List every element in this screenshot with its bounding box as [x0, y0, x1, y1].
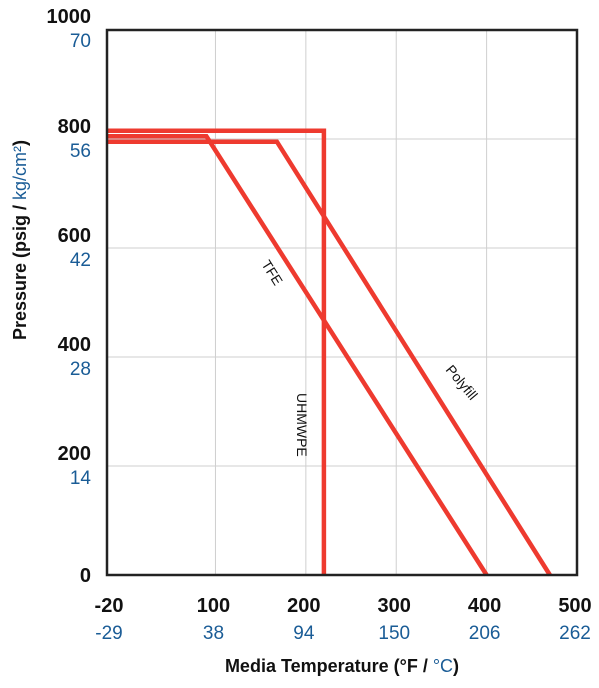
y-axis-title-secondary: kg/cm²: [10, 146, 30, 200]
x-axis-title: Media Temperature (°F / °C): [225, 656, 459, 676]
y-tick-label-psig-800: 800: [58, 116, 91, 138]
y-tick-label-psig-1000: 1000: [47, 6, 92, 28]
series-lines: [107, 128, 552, 577]
x-tick-label-f-400: 400: [468, 595, 501, 617]
x-axis-title-close: ): [453, 656, 459, 676]
x-tick-label-c-94: 94: [293, 623, 315, 644]
x-tick-labels: -20 -29 100 38 200 94 300 150 400 206 500 262: [95, 595, 592, 644]
y-tick-label-psig-0: 0: [80, 565, 91, 587]
grid-lines: [107, 30, 577, 575]
series-label-polyfill: Polyfill: [443, 362, 481, 403]
x-tick-label-c--29: -29: [95, 623, 122, 644]
x-tick-label-f-100: 100: [197, 595, 230, 617]
x-tick-label-f-500: 500: [558, 595, 591, 617]
y-axis-title-close: ): [10, 140, 30, 146]
x-tick-label-c-38: 38: [203, 623, 224, 644]
y-tick-label-kg-28: 28: [70, 359, 91, 380]
y-tick-label-kg-42: 42: [70, 250, 91, 271]
series-line-polyfill: [107, 139, 552, 577]
x-axis-title-secondary: °C: [433, 656, 453, 676]
y-tick-label-psig-400: 400: [58, 334, 91, 356]
x-tick-label-f-300: 300: [378, 595, 411, 617]
y-axis-title-primary: Pressure (psig /: [10, 200, 30, 340]
y-tick-label-kg-14: 14: [70, 468, 92, 489]
x-tick-label-f--20: -20: [95, 595, 124, 617]
y-tick-label-kg-70: 70: [70, 31, 91, 52]
y-axis-title: Pressure (psig / kg/cm²): [10, 140, 30, 340]
series-label-tfe: TFE: [258, 257, 286, 288]
series-label-uhmwpe: UHMWPE: [294, 393, 310, 457]
plot-frame: [105, 28, 579, 577]
y-tick-label-kg-56: 56: [70, 141, 91, 162]
x-tick-label-c-206: 206: [469, 623, 501, 644]
y-tick-labels: 1000 70 800 56 600 42 400 28 200 14 0: [47, 6, 92, 587]
x-axis-title-primary: Media Temperature (°F /: [225, 656, 433, 676]
y-tick-label-psig-200: 200: [58, 443, 91, 465]
series-line-tfe: [107, 134, 489, 577]
y-tick-label-psig-600: 600: [58, 225, 91, 247]
x-tick-label-f-200: 200: [287, 595, 320, 617]
x-tick-label-c-150: 150: [378, 623, 410, 644]
x-tick-label-c-262: 262: [559, 623, 591, 644]
series-line-uhmwpe: [107, 128, 327, 575]
